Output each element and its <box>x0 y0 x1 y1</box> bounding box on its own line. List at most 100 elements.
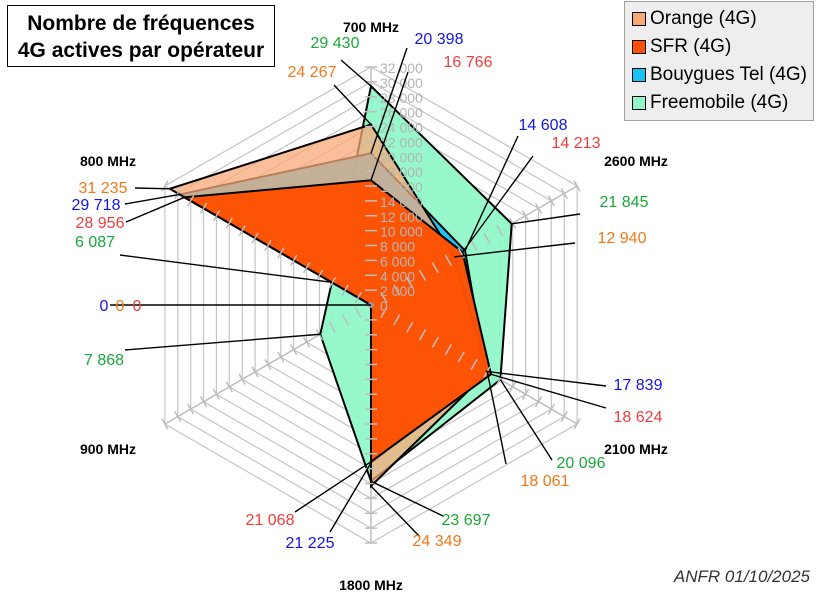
axis-tick <box>354 306 362 319</box>
label-leader-lines <box>110 47 607 538</box>
data-label: 12 940 <box>598 230 647 247</box>
axis-tick <box>161 418 169 430</box>
axis-tick <box>251 366 259 378</box>
legend-label-free: Freemobile (4G) <box>650 92 789 113</box>
axis-tick <box>328 321 337 333</box>
leader-line <box>134 187 170 190</box>
legend-swatch-bouygues <box>632 68 646 82</box>
axis-label-2100-mhz: 2100 MHz <box>604 441 668 457</box>
axis-tick <box>302 336 311 348</box>
leader-line <box>454 242 576 258</box>
axis-tick <box>444 344 452 356</box>
data-label: 24 349 <box>413 533 462 550</box>
axis-tick <box>328 277 337 289</box>
axis-tick <box>277 247 285 259</box>
axis-labels: 700 MHz 2600 MHz 2100 MHz 1800 MHz 900 MHz 80… <box>80 19 668 593</box>
leader-line <box>125 196 185 223</box>
axis-tick <box>341 314 349 326</box>
axis-tick <box>560 187 568 200</box>
axis-label-800-mhz: 800 MHz <box>80 153 136 169</box>
axis-tick <box>238 225 246 237</box>
axis-tick <box>444 254 452 266</box>
data-label: 7 868 <box>84 352 124 369</box>
leader-line <box>370 47 408 154</box>
leader-line <box>329 462 372 533</box>
data-label: 18 624 <box>614 409 663 426</box>
tick-label: 22 000 <box>380 134 423 150</box>
axis-tick <box>251 232 259 244</box>
axis-tick <box>521 210 530 222</box>
axis-tick <box>187 195 195 207</box>
axis-tick <box>405 321 414 333</box>
axis-tick <box>161 180 169 192</box>
leader-line <box>511 213 581 225</box>
title-line-2: 4G actives par opérateur <box>17 39 265 62</box>
tick-label: 2 000 <box>380 283 415 299</box>
data-label: 20 096 <box>557 455 606 472</box>
legend-item-bouygues: Bouygues Tel (4G) <box>632 61 813 89</box>
tick-label: 8 000 <box>380 239 415 255</box>
data-label: 17 839 <box>614 377 663 394</box>
axis-tick <box>521 388 530 400</box>
leader-line <box>485 370 607 387</box>
tick-label: 6 000 <box>380 253 415 269</box>
axis-tick <box>302 262 311 274</box>
axis-tick <box>393 284 401 296</box>
leader-line <box>340 59 372 87</box>
axis-tick <box>174 187 182 200</box>
tick-label: 32 000 <box>380 60 423 76</box>
data-label: 23 697 <box>442 512 491 529</box>
leader-line <box>124 193 180 205</box>
axis-tick <box>483 232 491 244</box>
axis-tick <box>534 202 543 214</box>
leader-line <box>461 155 534 253</box>
axis-label-700-mhz: 700 MHz <box>343 19 399 35</box>
chart-title: Nombre de fréquences 4G actives par opér… <box>7 5 275 67</box>
leader-line <box>370 485 421 538</box>
axis-tick <box>547 403 555 415</box>
leader-line <box>499 379 553 461</box>
axis-tick <box>380 306 388 319</box>
leader-line <box>333 84 372 125</box>
data-label: 21 068 <box>246 512 295 529</box>
axis-tick <box>212 210 221 222</box>
data-label: 0 <box>116 298 125 315</box>
data-label: 16 766 <box>444 54 493 71</box>
tick-label: 20 000 <box>380 149 423 165</box>
data-label: 14 608 <box>519 117 568 134</box>
axis-tick <box>187 403 195 415</box>
data-label: 28 956 <box>76 215 125 232</box>
axis-tick <box>315 269 324 281</box>
axis-tick <box>547 195 555 207</box>
axis-tick <box>470 358 478 371</box>
leader-line <box>370 480 444 517</box>
data-label: 31 235 <box>79 180 128 197</box>
tick-label: 18 000 <box>380 164 423 180</box>
axis-tick <box>199 202 208 214</box>
legend-item-sfr: SFR (4G) <box>632 33 813 61</box>
axis-label-900-mhz: 900 MHz <box>80 441 136 457</box>
tick-label: 12 000 <box>380 209 423 225</box>
legend-label-bouygues: Bouygues Tel (4G) <box>650 64 808 85</box>
leader-line <box>119 254 332 284</box>
axis-tick <box>560 410 568 423</box>
data-label: 18 061 <box>521 473 570 490</box>
leader-line <box>370 71 409 181</box>
data-label: 24 267 <box>288 64 337 81</box>
legend-item-orange: Orange (4G) <box>632 5 813 33</box>
tick-label: 16 000 <box>380 179 423 195</box>
data-label: 0 <box>133 298 142 315</box>
legend-swatch-free <box>632 96 646 110</box>
data-label: 14 213 <box>552 135 601 152</box>
data-label: 0 <box>100 298 109 315</box>
axis-tick <box>496 225 504 237</box>
tick-label: 14 000 <box>380 194 423 210</box>
axis-tick <box>264 239 272 252</box>
data-label: 6 087 <box>75 234 115 251</box>
axis-tick <box>290 344 298 356</box>
axis-tick <box>573 180 581 192</box>
axis-tick <box>341 284 349 296</box>
axis-tick <box>431 336 440 348</box>
